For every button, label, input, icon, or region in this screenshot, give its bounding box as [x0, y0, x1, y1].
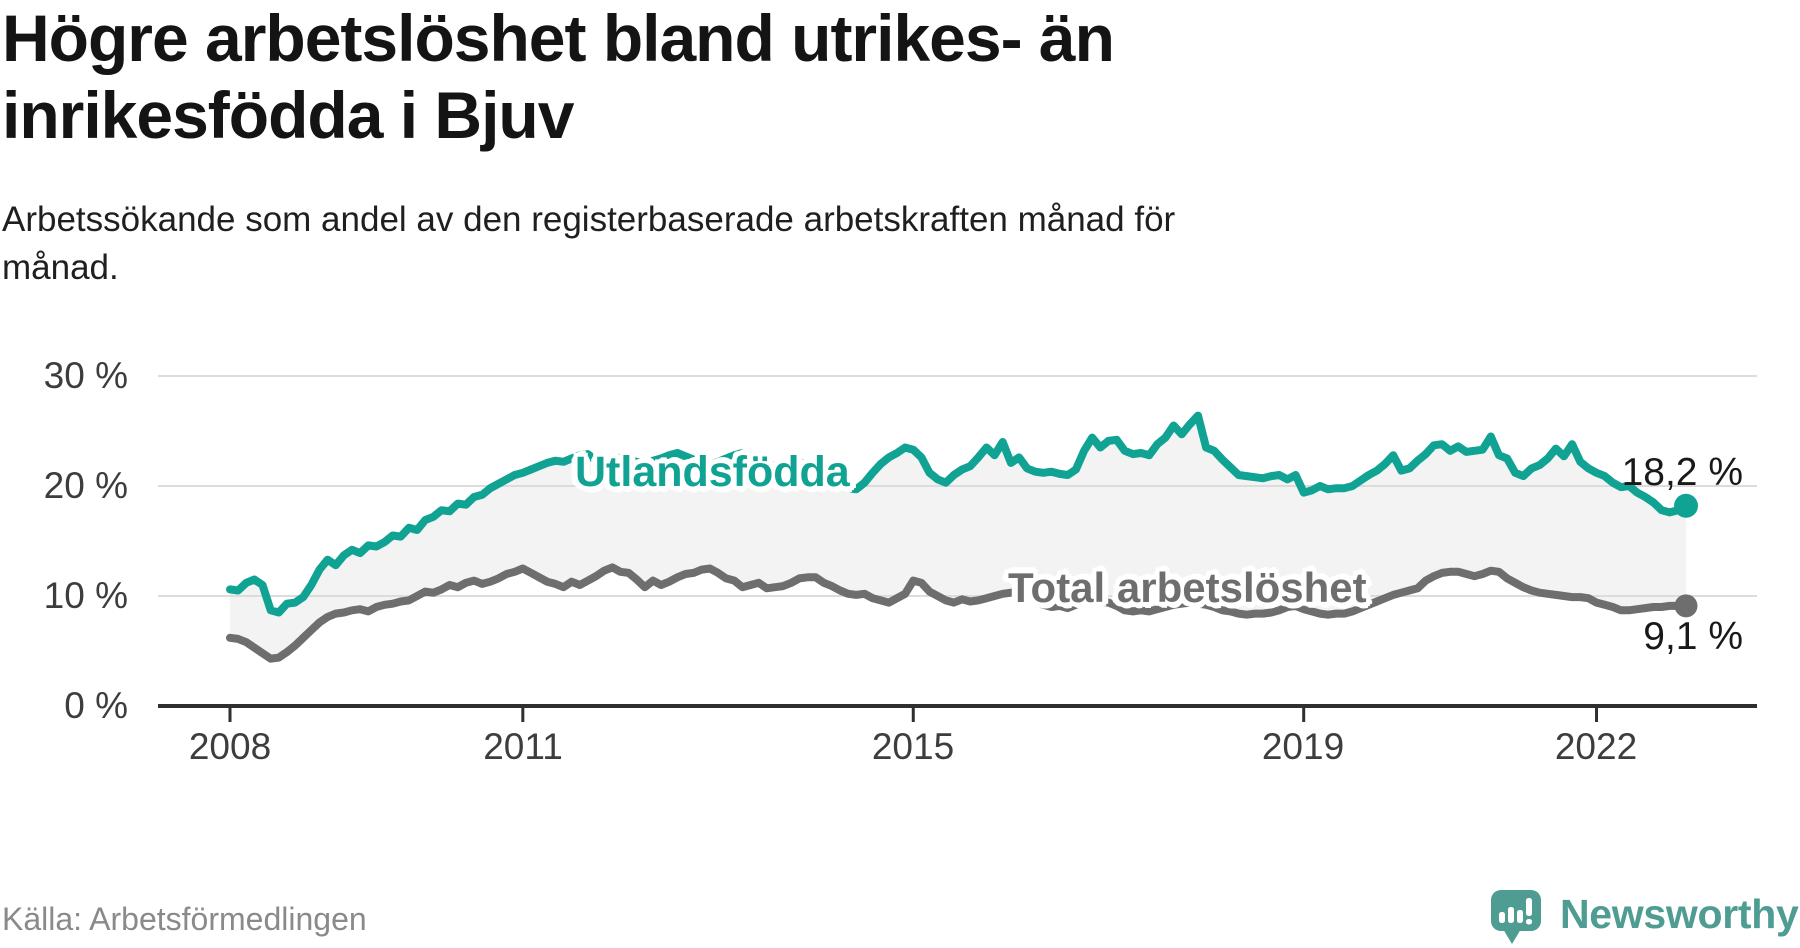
logo-bubble: [1491, 890, 1541, 931]
logo-bar-2: [1508, 907, 1514, 923]
logo-bar-1: [1499, 912, 1505, 923]
chart-subtitle-line1: Arbetssökande som andel av den registerb…: [2, 200, 1176, 239]
between-series-fill-area: [230, 415, 1686, 659]
newsworthy-logo-text: Newsworthy: [1560, 891, 1799, 937]
x-tick-label-2019: 2019: [1261, 726, 1345, 767]
x-tick-label-2015: 2015: [871, 726, 955, 767]
end-value-label-foreign: 18,2 %: [1621, 451, 1743, 494]
x-axis-ticks: [228, 706, 1599, 722]
y-tick-label-30: 30 %: [43, 355, 128, 396]
logo-bubble-tail: [1503, 929, 1521, 944]
series-label-utlandsfodda: Utlandsfödda: [575, 448, 850, 496]
chart-title-line2: inrikesfödda i Bjuv: [2, 78, 574, 152]
total-unemployment-series-line: [226, 563, 1690, 663]
logo-exclamation-dot: [1526, 919, 1532, 925]
x-tick-label-2008: 2008: [188, 726, 272, 767]
x-tick-label-2011: 2011: [483, 726, 563, 767]
total-series-end-dot: [1674, 594, 1698, 618]
logo-bar-3: [1517, 910, 1523, 923]
y-tick-label-0: 0 %: [64, 685, 128, 726]
source-credit: Källa: Arbetsförmedlingen: [2, 901, 367, 937]
chart-title-line1: Högre arbetslöshet bland utrikes- än: [2, 1, 1115, 75]
y-tick-label-10: 10 %: [43, 575, 128, 616]
chart-subtitle-line2: månad.: [2, 248, 119, 287]
series-label-total-arbetsloshet: Total arbetslöshet: [1008, 564, 1367, 611]
x-tick-label-2022: 2022: [1554, 726, 1638, 767]
y-tick-label-20: 20 %: [43, 465, 128, 506]
chart-title: Högre arbetslöshet bland utrikes- än inr…: [2, 0, 1522, 154]
newsworthy-logo-icon: [1491, 890, 1541, 944]
end-value-label-total: 9,1 %: [1643, 615, 1743, 658]
foreign-series-end-dot: [1674, 493, 1698, 518]
foreign-born-series-line: [226, 411, 1690, 617]
chart-subtitle: Arbetssökande som andel av den registerb…: [2, 196, 1462, 292]
logo-exclamation-bar: [1526, 898, 1532, 916]
